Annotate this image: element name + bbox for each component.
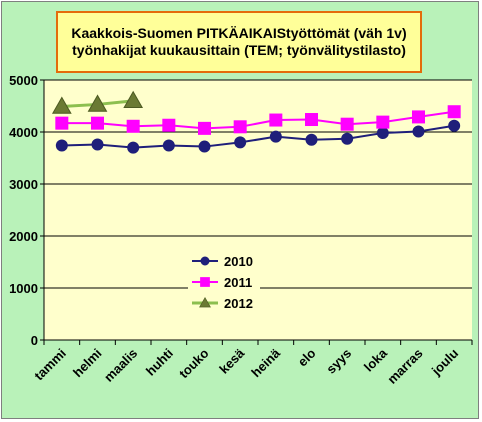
data-point-2011 [340, 117, 354, 131]
series-2010 [55, 119, 461, 154]
series-2012 [51, 90, 144, 114]
x-tick-label: maalis [101, 346, 140, 385]
data-point-2010 [448, 119, 461, 132]
legend-label: 2011 [224, 275, 252, 290]
data-point-2011 [447, 105, 461, 119]
data-point-2010 [162, 139, 175, 152]
data-point-2011 [198, 121, 211, 135]
x-tick-label: kesä [216, 345, 248, 377]
data-point-2010 [55, 139, 68, 152]
data-point-2011 [376, 115, 390, 129]
legend-label: 2010 [224, 254, 253, 269]
data-point-2011 [233, 120, 247, 134]
data-point-2011 [91, 116, 104, 130]
series-layer [51, 90, 461, 154]
legend-marker [199, 296, 211, 308]
data-point-2010 [341, 132, 354, 145]
x-tick-label: helmi [70, 346, 105, 381]
x-tick-label: touko [176, 345, 212, 381]
x-tick-label: loka [361, 345, 391, 375]
series-2011 [55, 105, 461, 135]
data-point-2010 [198, 140, 211, 153]
y-tick-label: 2000 [9, 229, 38, 244]
data-point-2012 [87, 94, 108, 112]
x-tick-label: syys [323, 346, 354, 377]
data-point-2010 [269, 130, 282, 143]
data-point-2011 [305, 113, 318, 127]
data-point-2012 [123, 90, 144, 109]
data-point-2010 [127, 141, 140, 154]
x-tick-label: huhti [143, 346, 176, 379]
data-point-2012 [51, 96, 72, 114]
chart-title: Kaakkois-Suomen PITKÄAIKAIStyöttömät (vä… [56, 11, 422, 73]
data-point-2011 [126, 119, 140, 133]
data-point-2010 [412, 125, 425, 138]
y-tick-label: 1000 [9, 281, 38, 296]
x-tick-label: tammi [31, 346, 69, 384]
y-tick-label: 5000 [9, 73, 38, 88]
x-tick-label: elo [295, 345, 319, 369]
data-point-2011 [412, 110, 425, 124]
y-tick-label: 4000 [9, 125, 38, 140]
data-point-2010 [305, 133, 318, 146]
data-point-2011 [162, 118, 176, 132]
data-point-2011 [269, 113, 283, 127]
legend-marker [200, 256, 210, 266]
legend: 2010 2011 2012 [188, 250, 260, 312]
data-point-2010 [91, 138, 104, 151]
y-tick-label: 0 [31, 333, 38, 348]
data-point-2010 [376, 127, 389, 140]
legend-label: 2012 [224, 296, 253, 311]
legend-marker [200, 277, 210, 287]
x-tick-label: joulu [428, 345, 461, 378]
data-point-2011 [55, 116, 69, 130]
y-tick-label: 3000 [9, 177, 38, 192]
x-tick-label: marras [384, 346, 425, 387]
data-point-2010 [234, 136, 247, 149]
x-tick-label: heinä [248, 345, 283, 380]
